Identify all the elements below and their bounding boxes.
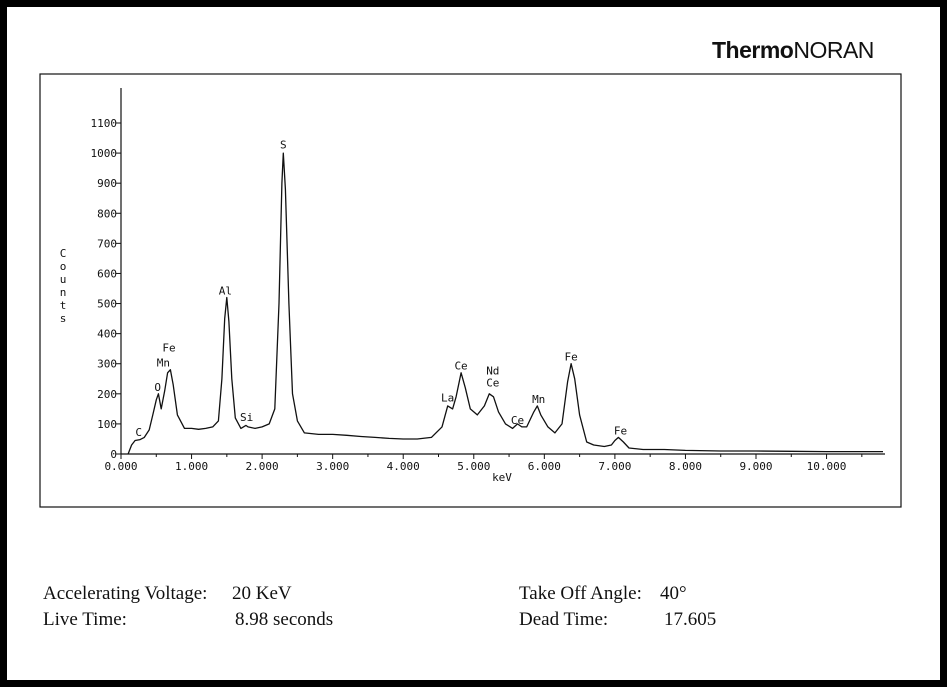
y-tick-label: 700 [97, 237, 117, 250]
peak-label: Mn [157, 357, 170, 370]
x-axis-label: keV [492, 471, 512, 484]
peak-label: Al [219, 285, 232, 298]
x-tick-label: 4.000 [387, 460, 420, 473]
x-tick-label: 7.000 [598, 460, 631, 473]
x-tick-label: 1.000 [175, 460, 208, 473]
y-axis-label-letter: n [60, 286, 67, 299]
peak-label: Fe [565, 351, 578, 364]
brand-name-bold: Thermo [712, 37, 794, 63]
peak-label: La [441, 391, 454, 404]
y-tick-label: 100 [97, 418, 117, 431]
y-tick-label: 500 [97, 298, 117, 311]
y-tick-label: 600 [97, 267, 117, 280]
brand-logo: ThermoNORAN [712, 37, 912, 63]
x-tick-label: 0.000 [104, 460, 137, 473]
live-time-label: Live Time: [43, 609, 127, 630]
x-tick-label: 2.000 [246, 460, 279, 473]
y-tick-label: 900 [97, 177, 117, 190]
accel-voltage-label: Accelerating Voltage: [43, 583, 208, 604]
peak-label: C [135, 426, 142, 439]
peak-label: Fe [162, 342, 175, 355]
chart-frame [39, 73, 902, 508]
y-axis-label-letter: o [60, 260, 67, 273]
live-time-value: 8.98 seconds [235, 609, 334, 630]
spectrum-chart: 0 100 200 300 400 500 600 700 800 900 1000 1100 0.00… [39, 73, 902, 508]
y-axis-label-letter: t [60, 299, 67, 312]
takeoff-angle-value: 40° [660, 583, 687, 604]
y-tick-label: 300 [97, 358, 117, 371]
accel-voltage-value: 20 KeV [232, 583, 292, 604]
y-axis-label-letter: C [60, 247, 67, 260]
brand-name-regular: NORAN [793, 37, 874, 63]
peak-label: Ce [454, 360, 467, 373]
x-tick-label: 8.000 [669, 460, 702, 473]
y-axis-label-letter: u [60, 273, 67, 286]
peak-label: Fe [614, 424, 627, 437]
dead-time-value: 17.605 [664, 609, 717, 630]
y-tick-label: 800 [97, 207, 117, 220]
spectrum-series-line [127, 152, 883, 455]
report-page: ThermoNORAN 0 100 200 300 400 500 600 700 800 900… [7, 7, 940, 680]
peak-label: Nd [486, 364, 499, 377]
peak-label: Ce [511, 414, 524, 427]
x-tick-label: 10.000 [807, 460, 847, 473]
y-tick-label: 200 [97, 388, 117, 401]
y-axis-label-letter: s [60, 312, 67, 325]
peak-label: O [154, 381, 161, 394]
y-tick-label: 0 [110, 448, 117, 461]
x-tick-label: 3.000 [316, 460, 349, 473]
takeoff-angle-label: Take Off Angle: [519, 583, 642, 604]
peak-label: S [280, 139, 287, 152]
peak-label: Mn [532, 393, 545, 406]
y-tick-label: 400 [97, 328, 117, 341]
y-tick-label: 1100 [91, 117, 118, 130]
chart-axes: 0 100 200 300 400 500 600 700 800 900 1000 1100 0.00… [60, 88, 885, 484]
x-tick-label: 5.000 [457, 460, 490, 473]
x-tick-label: 6.000 [528, 460, 561, 473]
x-tick-label: 9.000 [739, 460, 772, 473]
peak-label: Ce [486, 376, 499, 389]
y-tick-label: 1000 [91, 147, 118, 160]
peak-label: Si [240, 411, 253, 424]
dead-time-label: Dead Time: [519, 609, 609, 630]
